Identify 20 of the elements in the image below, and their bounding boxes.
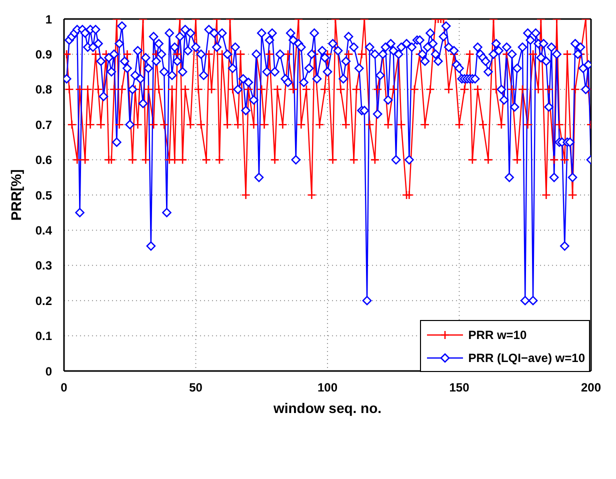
x-tick-label: 150	[449, 380, 470, 395]
x-tick-label: 50	[189, 380, 203, 395]
y-tick-label: 0	[45, 364, 52, 378]
legend-label: PRR w=10	[468, 328, 527, 342]
y-axis-title: PRR[%]	[8, 169, 24, 221]
y-tick-label: 0.5	[35, 188, 52, 202]
y-tick-label: 0.3	[35, 258, 52, 273]
x-tick-label: 100	[317, 380, 338, 395]
x-tick-label: 200	[580, 380, 602, 395]
y-tick-label: 1	[45, 12, 52, 26]
legend-label: PRR (LQI−ave) w=10	[468, 350, 585, 364]
y-tick-label: 0.1	[35, 329, 52, 344]
y-tick-label: 0.7	[35, 118, 52, 132]
x-axis-title: window seq. no.	[272, 400, 382, 416]
y-tick-label: 0.4	[35, 223, 52, 238]
y-tick-label: 0.8	[35, 82, 52, 97]
x-tick-label: 0	[60, 380, 68, 395]
y-tick-label: 0.2	[35, 294, 52, 308]
y-tick-label: 0.9	[35, 47, 52, 62]
y-tick-label: 0.6	[35, 153, 52, 168]
